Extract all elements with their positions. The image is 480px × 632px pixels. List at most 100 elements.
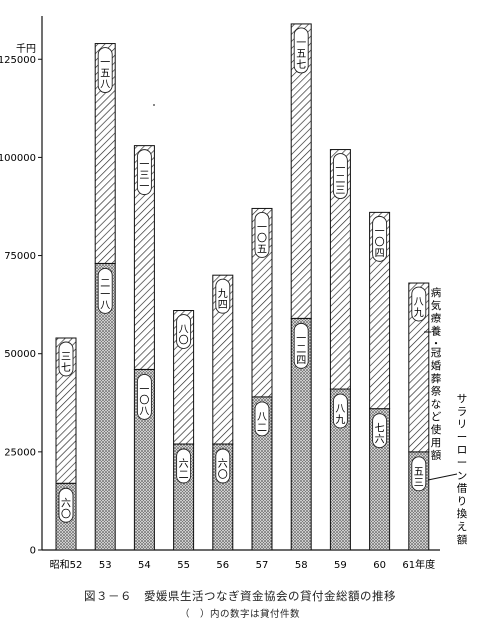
count-label-loan-char: 二 bbox=[257, 423, 267, 434]
count-label-other-char: 〇 bbox=[257, 232, 267, 244]
count-label-other: 九四 bbox=[215, 278, 231, 314]
count-label-loan: 一二四 bbox=[293, 322, 309, 369]
x-tick-label: 昭和52 bbox=[50, 559, 83, 571]
annotation-loan-char: ロ bbox=[457, 444, 468, 456]
count-label-other-frame bbox=[176, 314, 192, 349]
annotation-other-char: 冠 bbox=[431, 347, 442, 359]
count-label-loan-char: 六 bbox=[179, 458, 189, 470]
figure-note: （ ）内の数字は貸付件数 bbox=[179, 609, 300, 620]
count-label-loan: 五三 bbox=[411, 456, 427, 492]
count-label-loan-char: 一 bbox=[296, 333, 306, 344]
annotation-loan-char: リ bbox=[457, 419, 468, 431]
count-label-loan-frame bbox=[372, 413, 388, 449]
x-tick-label: 56 bbox=[216, 560, 229, 571]
count-label-other-char: 一 bbox=[296, 38, 306, 49]
count-label-other-frame bbox=[97, 47, 113, 94]
count-label-other-char: 一 bbox=[100, 58, 110, 69]
count-label-other-char: 四 bbox=[218, 300, 228, 311]
annotation-loan-leader bbox=[427, 473, 458, 481]
x-tick-label: 55 bbox=[177, 560, 190, 571]
count-label-other-char: 三 bbox=[335, 186, 345, 197]
count-label-other-frame bbox=[136, 149, 152, 196]
count-label-other-frame bbox=[411, 286, 427, 322]
count-label-other-char: 一 bbox=[335, 164, 345, 175]
bar-segment-other bbox=[329, 149, 351, 390]
annotation-loan-char: 換 bbox=[457, 508, 468, 520]
count-label-loan-frame bbox=[58, 487, 74, 523]
count-label-loan: 八二 bbox=[254, 401, 270, 437]
count-label-loan-char: 〇 bbox=[218, 469, 228, 481]
figure-caption: 図３－６ 愛媛県生活つなぎ資金協会の貸付金総額の推移 bbox=[84, 589, 396, 603]
count-label-loan-char: 八 bbox=[139, 406, 149, 417]
count-label-loan: 六〇 bbox=[58, 487, 74, 523]
count-label-loan-frame bbox=[254, 401, 270, 437]
count-label-loan-char: 五 bbox=[414, 467, 424, 478]
count-label-other-char: 一 bbox=[139, 160, 149, 171]
bar-segment-other bbox=[408, 282, 430, 453]
x-tick-label: 53 bbox=[99, 560, 112, 571]
count-label-other: 三七 bbox=[58, 341, 74, 377]
count-label-loan-char: 七 bbox=[375, 423, 385, 435]
count-label-other-char: 五 bbox=[257, 244, 267, 255]
count-label-loan-frame bbox=[332, 393, 348, 429]
count-label-loan-char: 九 bbox=[335, 414, 345, 426]
count-label-other-char: 一 bbox=[139, 182, 149, 193]
count-label-loan-char: 〇 bbox=[139, 394, 149, 406]
count-label-loan-char: 六 bbox=[61, 497, 71, 509]
count-label-other-char: 二 bbox=[335, 175, 345, 186]
count-label-other-frame bbox=[58, 341, 74, 377]
x-tick-label: 60 bbox=[373, 560, 386, 571]
count-label-other-char: 一 bbox=[257, 222, 267, 233]
count-label-other-char: 七 bbox=[296, 59, 306, 71]
count-label-other-char: 九 bbox=[414, 307, 424, 319]
count-label-other-char: 三 bbox=[139, 171, 149, 182]
count-label-other-frame bbox=[254, 211, 270, 258]
annotation-other-char: 葬 bbox=[431, 373, 442, 385]
count-label-loan: 八九 bbox=[332, 393, 348, 429]
annotation-other-char: 使 bbox=[431, 423, 442, 436]
count-label-other-char: 九 bbox=[218, 288, 228, 300]
count-label-other-frame bbox=[215, 278, 231, 314]
annotation-loan-char: ン bbox=[457, 470, 468, 482]
count-label-other-char: 八 bbox=[414, 297, 424, 308]
annotation-other-char: 気 bbox=[431, 299, 442, 312]
count-label-other-char: 〇 bbox=[179, 335, 189, 347]
y-tick-label: 100000 bbox=[0, 153, 36, 164]
annotation-other-char: 祭 bbox=[431, 386, 442, 398]
count-label-loan-char: 二 bbox=[296, 344, 306, 355]
annotation-other-char: 用 bbox=[431, 437, 442, 449]
annotation-other-char: ど bbox=[431, 411, 442, 423]
count-label-loan-char: 一 bbox=[100, 289, 110, 300]
count-label-other-frame bbox=[332, 153, 348, 200]
annotation-loan-char: 額 bbox=[457, 533, 468, 546]
count-label-loan-char: 〇 bbox=[61, 508, 71, 520]
count-label-other-char: 五 bbox=[100, 69, 110, 80]
count-label-loan: 六〇 bbox=[215, 448, 231, 484]
annotation-loan-char: サ bbox=[457, 393, 468, 405]
count-label-other-char: 八 bbox=[100, 80, 110, 91]
count-label-other: 一二三 bbox=[332, 153, 348, 200]
bar-segment-other bbox=[369, 211, 391, 410]
annotation-loan-char: ー bbox=[457, 457, 468, 469]
x-tick-label: 57 bbox=[256, 560, 269, 571]
bar-segment-other bbox=[94, 43, 116, 264]
x-tick-label: 58 bbox=[295, 560, 308, 571]
x-tick-label: 59 bbox=[334, 560, 347, 571]
annotation-loan-char: え bbox=[457, 521, 468, 533]
count-label-loan-frame bbox=[136, 373, 152, 420]
count-label-loan-frame bbox=[97, 267, 113, 314]
count-label-other: 一三一 bbox=[136, 149, 152, 196]
annotation-other-char: な bbox=[431, 398, 442, 410]
annotation-other-char: 養 bbox=[431, 324, 442, 337]
count-label-loan-char: 八 bbox=[100, 300, 110, 311]
y-tick-label: 50000 bbox=[4, 349, 36, 360]
count-label-other-char: 五 bbox=[296, 49, 306, 60]
bar-segment-other bbox=[212, 274, 234, 445]
count-label-other-char: 四 bbox=[375, 248, 385, 259]
y-tick-label: 25000 bbox=[4, 447, 36, 458]
count-label-other: 一〇五 bbox=[254, 211, 270, 258]
annotation-other-char: 額 bbox=[431, 449, 442, 462]
x-tick-label: 61年度 bbox=[402, 558, 435, 571]
